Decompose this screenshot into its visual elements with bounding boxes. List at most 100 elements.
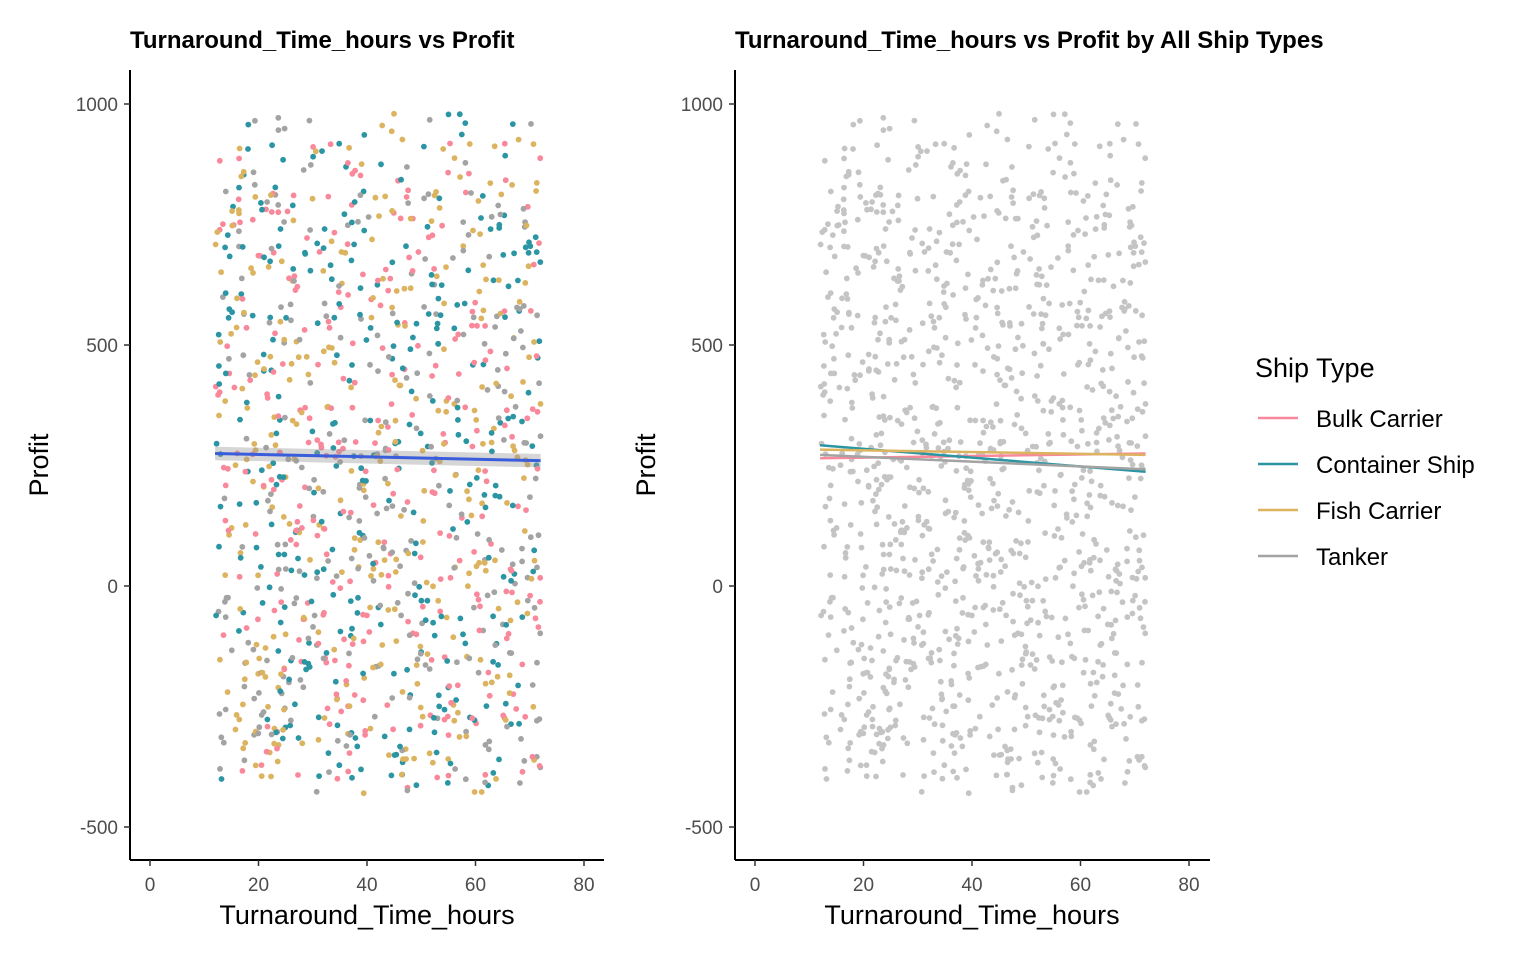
data-point	[1059, 404, 1066, 411]
data-point	[414, 370, 421, 377]
data-point	[524, 415, 531, 422]
data-point	[1139, 564, 1145, 571]
data-point	[523, 440, 530, 446]
data-point	[533, 188, 539, 194]
data-point	[426, 666, 433, 672]
data-point	[838, 712, 845, 718]
data-point	[830, 594, 836, 601]
data-point	[537, 259, 544, 265]
data-point	[266, 463, 272, 470]
data-point	[900, 555, 906, 562]
data-point	[360, 670, 366, 677]
x-tick-label: 80	[1178, 875, 1199, 896]
data-point	[1073, 512, 1080, 519]
data-point	[956, 546, 963, 553]
data-point	[920, 629, 927, 636]
data-point	[255, 730, 262, 737]
data-point	[260, 482, 267, 489]
data-point	[1132, 308, 1139, 314]
data-point	[453, 697, 459, 703]
data-point	[880, 114, 887, 121]
data-point	[335, 439, 342, 446]
data-point	[1050, 111, 1057, 118]
data-point	[258, 712, 265, 718]
data-point	[531, 339, 537, 345]
data-point	[356, 485, 363, 491]
data-point	[1030, 311, 1037, 317]
data-point	[536, 380, 542, 387]
data-point	[458, 511, 465, 518]
data-point	[270, 336, 276, 343]
data-point	[502, 314, 508, 320]
data-point	[480, 440, 486, 447]
data-point	[873, 209, 880, 215]
data-point	[1141, 240, 1147, 247]
data-point	[267, 314, 274, 321]
data-point	[1059, 397, 1066, 404]
x-tick-label: 80	[573, 875, 594, 896]
data-point	[366, 552, 373, 559]
data-point	[509, 433, 515, 440]
data-point	[428, 443, 434, 450]
x-tick-label: 0	[750, 875, 761, 896]
data-point	[882, 226, 889, 232]
data-point	[329, 546, 336, 553]
data-point	[870, 703, 876, 710]
data-point	[242, 468, 249, 475]
data-point	[967, 494, 974, 500]
data-point	[268, 521, 275, 528]
data-point	[264, 199, 270, 205]
data-point	[906, 572, 913, 578]
data-point	[346, 377, 353, 384]
data-point	[377, 661, 384, 668]
data-point	[290, 192, 297, 199]
data-point	[287, 301, 294, 308]
data-point	[1120, 503, 1126, 510]
data-point	[1058, 534, 1065, 541]
data-point	[318, 444, 325, 451]
data-point	[834, 309, 840, 316]
data-point	[995, 490, 1002, 497]
data-point	[844, 244, 851, 250]
data-point	[817, 241, 824, 248]
data-point	[447, 574, 454, 581]
data-point	[273, 430, 280, 437]
data-point	[925, 566, 932, 573]
data-point	[392, 377, 398, 383]
data-point	[306, 117, 313, 124]
data-point	[323, 313, 330, 320]
data-point	[508, 393, 514, 400]
data-point	[281, 336, 288, 343]
data-point	[431, 266, 437, 272]
data-point	[440, 146, 447, 152]
data-point	[1136, 604, 1143, 611]
data-point	[873, 491, 879, 497]
data-point	[378, 423, 385, 430]
data-point	[320, 348, 327, 355]
data-point	[451, 717, 458, 724]
data-point	[915, 624, 921, 630]
data-point	[281, 219, 287, 225]
data-point	[506, 690, 513, 696]
data-point	[1108, 588, 1115, 595]
data-point	[1025, 518, 1032, 524]
data-point	[1139, 717, 1145, 724]
data-point	[835, 203, 841, 210]
data-point	[1065, 219, 1072, 226]
data-point	[222, 290, 229, 296]
data-point	[827, 706, 834, 713]
data-point	[843, 173, 850, 180]
data-point	[1058, 697, 1064, 703]
data-point	[522, 280, 529, 286]
data-point	[334, 352, 340, 359]
data-point	[530, 568, 537, 575]
data-point	[854, 312, 861, 319]
data-point	[435, 407, 442, 414]
data-point	[325, 193, 332, 200]
data-point	[908, 353, 915, 360]
data-point	[284, 208, 291, 215]
data-point	[239, 244, 246, 250]
data-point	[962, 172, 969, 179]
data-point	[916, 612, 923, 619]
data-point	[994, 549, 1001, 556]
